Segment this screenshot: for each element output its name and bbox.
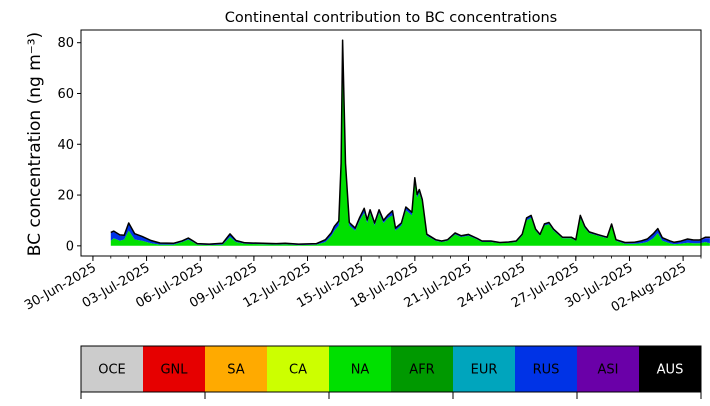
colorbar-label-asi: ASI [598, 363, 619, 378]
total-outline [110, 39, 710, 245]
colorbar-label-gnl: GNL [160, 363, 188, 378]
y-tick-label: 40 [57, 138, 74, 153]
colorbar-frame [80, 345, 702, 393]
colorbar-label-afr: AFR [409, 363, 434, 378]
colorbar-label-eur: EUR [471, 363, 498, 378]
y-tick-label: 60 [57, 87, 74, 102]
colorbar-swatch-rus [515, 346, 578, 392]
y-axis-label: BC concentration (ng m⁻³) [25, 32, 45, 256]
continent-colorbar: OCE GNL SA CA NA AFR EUR RUS ASI AUS [80, 345, 702, 399]
colorbar-label-na: NA [351, 363, 370, 378]
colorbar-swatch-oce [81, 346, 144, 392]
chart-title: Continental contribution to BC concentra… [225, 10, 557, 26]
colorbar-swatch-aus [639, 346, 702, 392]
y-axis: 0 20 40 60 80 [57, 36, 81, 254]
plot-frame [80, 29, 702, 257]
colorbar-swatch-eur [453, 346, 516, 392]
colorbar-label-oce: OCE [98, 363, 126, 378]
colorbar-label-rus: RUS [533, 363, 560, 378]
colorbar-swatch-afr [391, 346, 454, 392]
colorbar-label-ca: CA [289, 363, 307, 378]
colorbar-swatch-ca [267, 346, 330, 392]
colorbar-swatch-gnl [143, 346, 206, 392]
colorbar-swatch-sa [205, 346, 268, 392]
colorbar-swatch-asi [577, 346, 640, 392]
total-concentration-line [110, 39, 710, 245]
colorbar-label-sa: SA [227, 363, 244, 378]
colorbar-label-aus: AUS [657, 363, 684, 378]
y-tick-label: 20 [57, 189, 74, 204]
y-tick-label: 0 [66, 239, 74, 254]
colorbar-swatch-na [329, 346, 392, 392]
y-tick-label: 80 [57, 36, 74, 51]
